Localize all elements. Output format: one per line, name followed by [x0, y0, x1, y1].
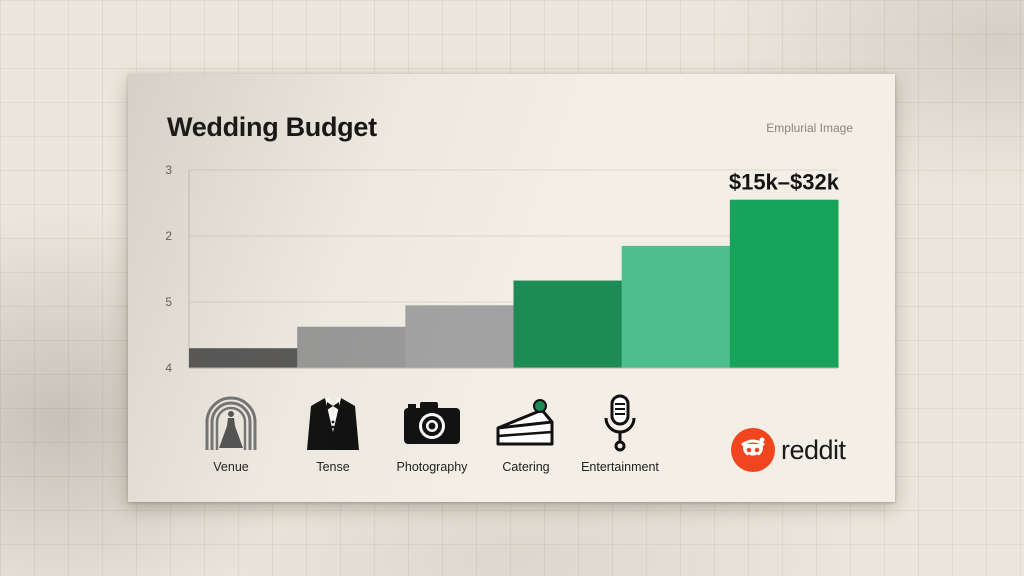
y-tick-label: 4 — [165, 361, 172, 375]
category-row: Venue Tense Photography — [128, 392, 895, 482]
bar — [405, 305, 514, 368]
bar — [297, 326, 406, 368]
category-label: Entertainment — [581, 460, 659, 474]
category-label: Catering — [502, 460, 550, 474]
budget-card: Wedding Budget Emplurial Image 3 2 5 4 $15k–… — [128, 74, 895, 502]
category-label: Venue — [213, 460, 249, 474]
category-label: Photography — [396, 460, 468, 474]
category-tense: Tense — [278, 392, 388, 482]
bar — [513, 280, 623, 368]
category-photography: Photography — [377, 392, 487, 482]
reddit-logo: reddit — [731, 428, 846, 472]
y-tick-label: 2 — [165, 229, 172, 243]
tuxedo-icon — [307, 398, 359, 450]
y-tick-label: 5 — [165, 295, 172, 309]
reddit-wordmark: reddit — [781, 434, 846, 465]
category-label: Tense — [316, 460, 350, 474]
bar — [189, 348, 298, 368]
category-catering: Catering — [471, 392, 581, 482]
microphone-icon — [604, 394, 636, 452]
y-tick-label: 3 — [165, 163, 172, 177]
arch-dress-icon — [205, 396, 257, 450]
bar-chart: 3 2 5 4 $15k–$32k — [165, 163, 840, 375]
category-entertainment: Entertainment — [565, 392, 675, 482]
chart-subtitle: Emplurial Image — [766, 121, 853, 135]
reddit-alien-icon — [731, 428, 775, 472]
bar — [621, 245, 731, 368]
cake-slice-icon — [496, 399, 554, 446]
camera-icon — [404, 402, 460, 444]
category-venue: Venue — [176, 392, 286, 482]
bar — [729, 199, 839, 368]
chart-title: Wedding Budget — [167, 112, 377, 142]
data-label: $15k–$32k — [729, 170, 840, 195]
